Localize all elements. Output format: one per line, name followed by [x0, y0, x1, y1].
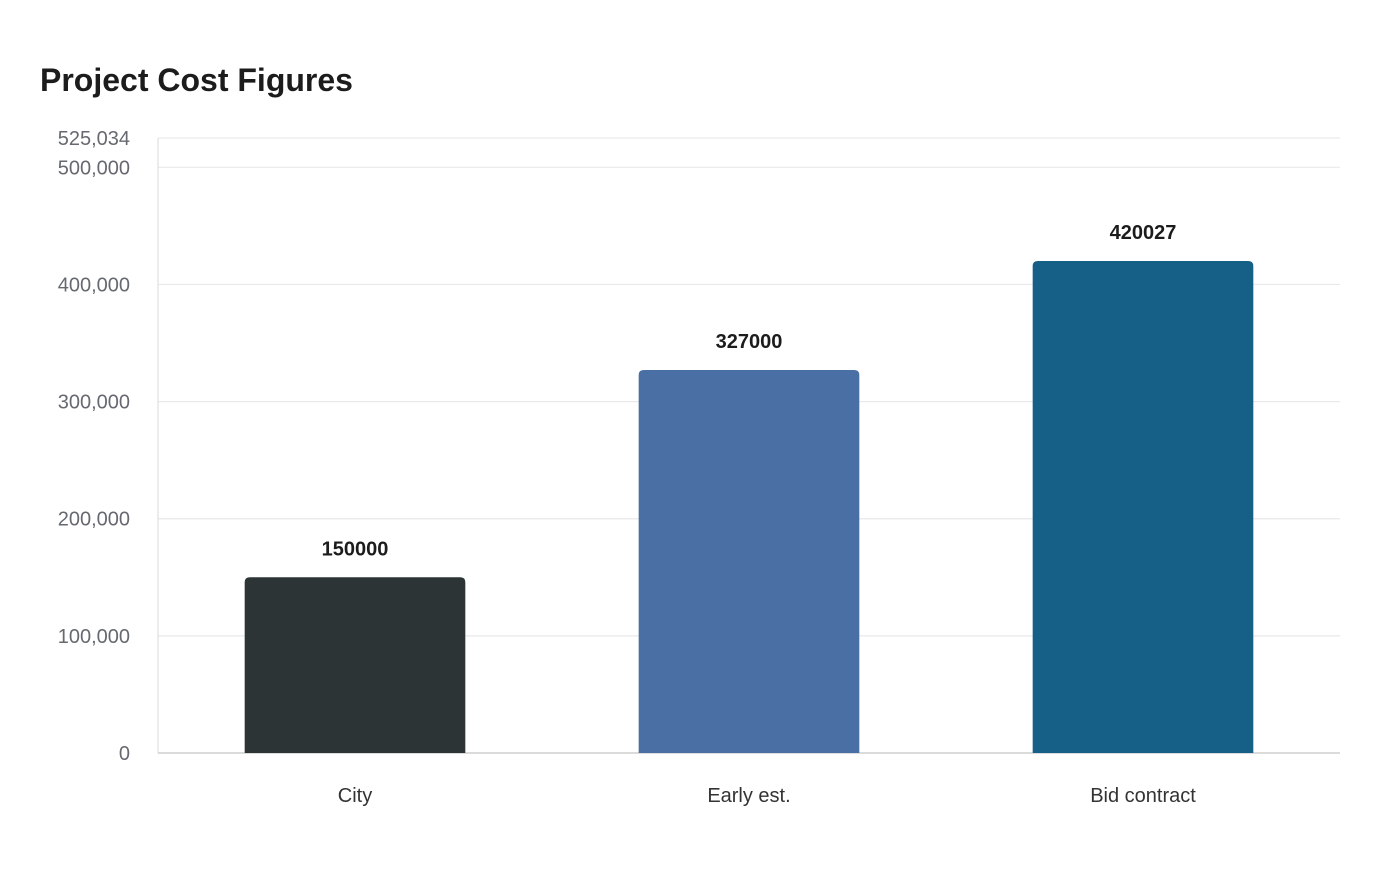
- x-tick-label: Early est.: [707, 785, 790, 807]
- bar: [1032, 261, 1254, 753]
- data-label: 150000: [322, 538, 389, 560]
- y-tick-label: 400,000: [58, 274, 130, 296]
- bar: [638, 369, 860, 753]
- chart-title: Project Cost Figures: [40, 62, 353, 98]
- x-tick-label: Bid contract: [1090, 785, 1196, 807]
- y-tick-label: 500,000: [58, 157, 130, 179]
- y-tick-label: 525,034: [58, 128, 130, 150]
- y-tick-label: 200,000: [58, 509, 130, 531]
- labels: 0 100,000 200,000 300,000 400,000 500,000 525,…: [58, 128, 1197, 807]
- data-label: 420027: [1110, 222, 1177, 244]
- x-tick-label: City: [338, 785, 372, 807]
- y-tick-label: 0: [119, 743, 130, 765]
- y-tick-label: 300,000: [58, 392, 130, 414]
- bars: [244, 261, 1254, 753]
- bar: [244, 577, 466, 753]
- y-tick-label: 100,000: [58, 626, 130, 648]
- data-label: 327000: [716, 331, 783, 353]
